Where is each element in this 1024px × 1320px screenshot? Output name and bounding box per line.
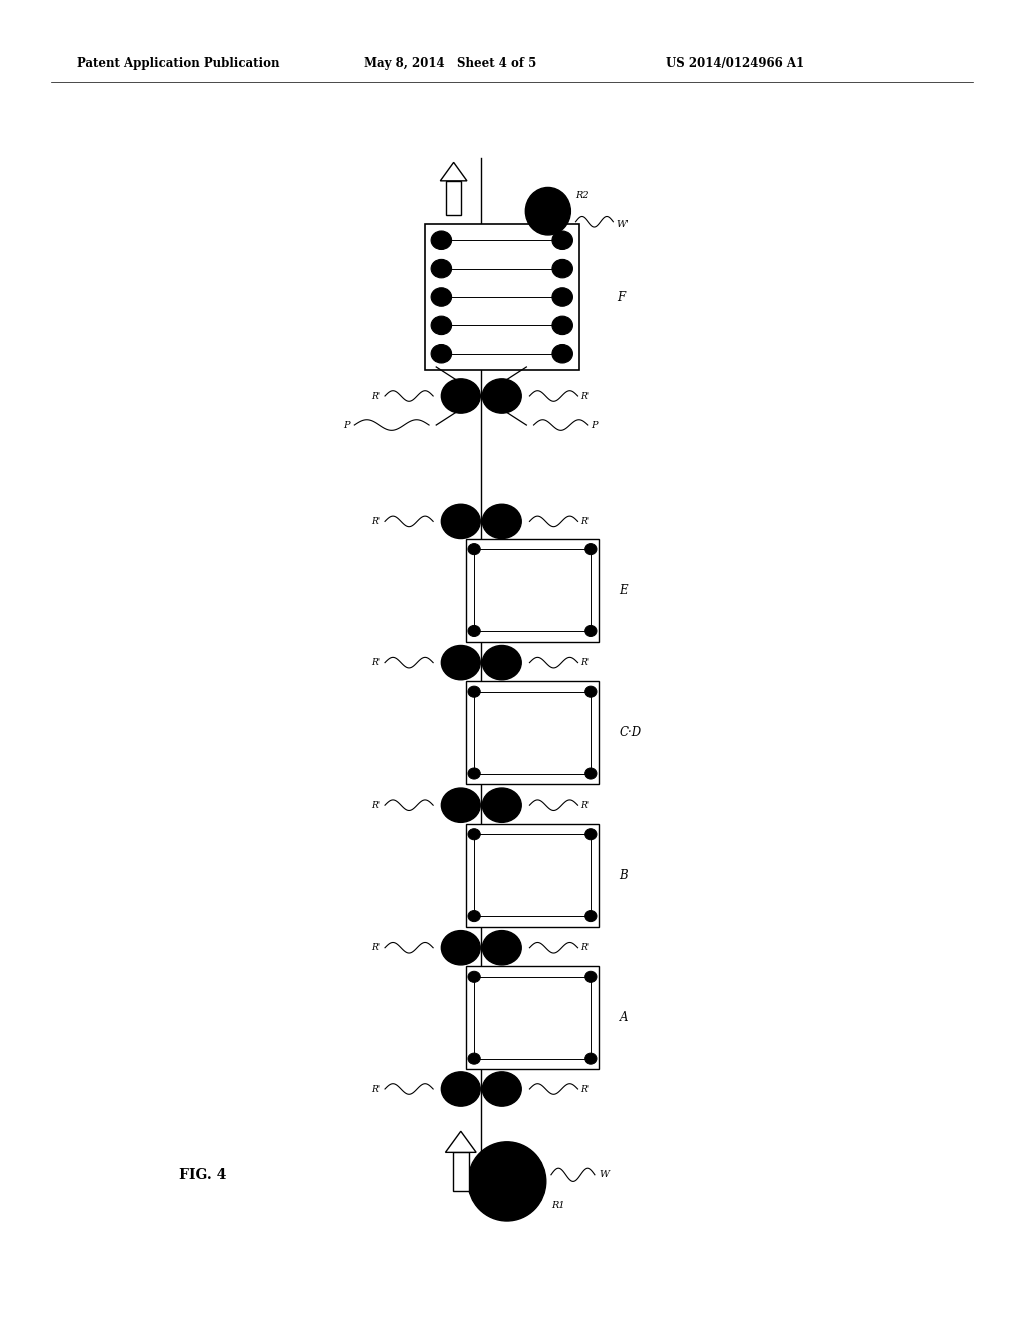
Ellipse shape — [468, 544, 480, 554]
Ellipse shape — [585, 686, 597, 697]
Polygon shape — [445, 1131, 476, 1152]
Text: Patent Application Publication: Patent Application Publication — [77, 57, 280, 70]
Ellipse shape — [552, 345, 572, 363]
Ellipse shape — [585, 972, 597, 982]
Text: R': R' — [371, 801, 380, 809]
Ellipse shape — [585, 1053, 597, 1064]
Text: R': R' — [581, 392, 590, 400]
Bar — [466, 966, 599, 1069]
Text: May 8, 2014   Sheet 4 of 5: May 8, 2014 Sheet 4 of 5 — [364, 57, 536, 70]
Ellipse shape — [431, 231, 452, 249]
Ellipse shape — [552, 317, 572, 335]
Text: W: W — [599, 1171, 609, 1179]
Ellipse shape — [552, 260, 572, 279]
Text: R': R' — [581, 517, 590, 525]
Ellipse shape — [482, 379, 521, 413]
Ellipse shape — [585, 544, 597, 554]
Text: C·D: C·D — [620, 726, 642, 739]
Ellipse shape — [431, 345, 452, 363]
Ellipse shape — [431, 317, 452, 335]
Text: R': R' — [581, 1085, 590, 1093]
Bar — [474, 977, 591, 1059]
Text: R1: R1 — [551, 1201, 564, 1209]
Ellipse shape — [441, 504, 480, 539]
Polygon shape — [440, 162, 467, 181]
Ellipse shape — [441, 645, 480, 680]
Ellipse shape — [482, 645, 521, 680]
Ellipse shape — [468, 911, 480, 921]
Ellipse shape — [468, 972, 480, 982]
Ellipse shape — [468, 829, 480, 840]
Ellipse shape — [482, 788, 521, 822]
Text: B: B — [620, 869, 628, 882]
Bar — [466, 681, 599, 784]
Text: P: P — [343, 421, 349, 429]
Text: P: P — [591, 421, 597, 429]
Ellipse shape — [552, 288, 572, 306]
Text: E: E — [620, 583, 628, 597]
Ellipse shape — [525, 187, 570, 235]
Ellipse shape — [468, 626, 480, 636]
Ellipse shape — [585, 626, 597, 636]
Ellipse shape — [468, 1142, 546, 1221]
Text: R': R' — [371, 517, 380, 525]
Ellipse shape — [585, 768, 597, 779]
Text: F: F — [617, 290, 626, 304]
Ellipse shape — [468, 1053, 480, 1064]
Text: US 2014/0124966 A1: US 2014/0124966 A1 — [666, 57, 804, 70]
Ellipse shape — [482, 931, 521, 965]
Ellipse shape — [468, 768, 480, 779]
Text: R': R' — [581, 659, 590, 667]
Bar — [466, 539, 599, 642]
Ellipse shape — [441, 1072, 480, 1106]
Ellipse shape — [441, 931, 480, 965]
Text: R': R' — [371, 659, 380, 667]
Ellipse shape — [431, 260, 452, 279]
Text: R': R' — [371, 944, 380, 952]
Ellipse shape — [585, 911, 597, 921]
Text: R2: R2 — [575, 191, 589, 199]
Text: FIG. 4: FIG. 4 — [179, 1168, 226, 1183]
Bar — [474, 834, 591, 916]
Text: R': R' — [371, 1085, 380, 1093]
Ellipse shape — [441, 788, 480, 822]
Bar — [446, 181, 461, 215]
Text: R': R' — [581, 944, 590, 952]
Bar — [466, 824, 599, 927]
Bar — [425, 224, 579, 370]
Bar — [453, 1152, 469, 1191]
Ellipse shape — [585, 829, 597, 840]
Ellipse shape — [482, 504, 521, 539]
Bar — [474, 549, 591, 631]
Ellipse shape — [552, 231, 572, 249]
Ellipse shape — [482, 1072, 521, 1106]
Ellipse shape — [468, 686, 480, 697]
Text: R': R' — [371, 392, 380, 400]
Bar — [474, 692, 591, 774]
Text: W': W' — [616, 220, 629, 228]
Ellipse shape — [441, 379, 480, 413]
Text: A: A — [620, 1011, 628, 1024]
Ellipse shape — [431, 288, 452, 306]
Text: R': R' — [581, 801, 590, 809]
